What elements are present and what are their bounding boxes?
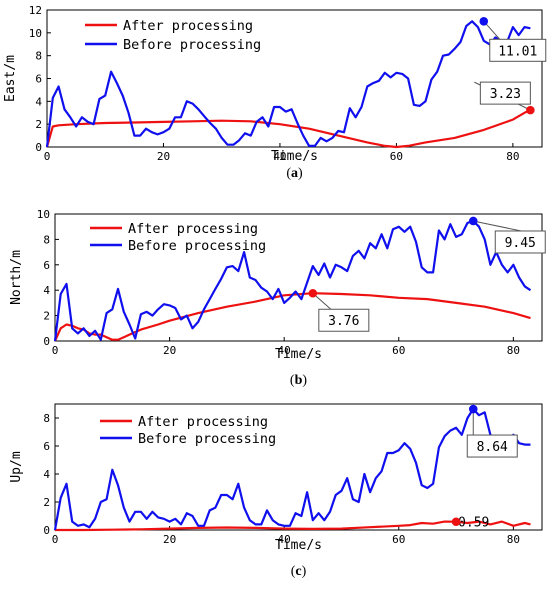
y-tick-label: 12: [29, 4, 42, 17]
annotation-label: 3.23: [490, 87, 521, 102]
series-line-after-processing: [55, 520, 531, 532]
y-axis-label: Up/m: [9, 451, 24, 482]
plot-frame: [54, 403, 543, 531]
annotation-label: 11.01: [498, 44, 537, 59]
annotation-box: [489, 38, 547, 62]
x-axis-label: Time/s: [271, 149, 318, 164]
x-tick-label: 80: [507, 533, 520, 546]
legend-label: After processing: [128, 221, 258, 237]
x-tick-label: 80: [506, 150, 519, 163]
x-tick-label: 40: [273, 150, 286, 163]
y-tick-label: 2: [43, 310, 50, 323]
x-tick-label: 20: [157, 150, 170, 163]
annotation-label: 8.64: [477, 440, 508, 455]
annotation-label: 0.59: [458, 516, 489, 531]
y-tick-label: 4: [43, 468, 50, 481]
annotation-box: [318, 308, 370, 332]
y-tick-label: 6: [43, 440, 50, 453]
x-axis-label: Time/s: [275, 538, 322, 553]
annotation-marker: [526, 105, 535, 115]
x-tick-label: 80: [507, 344, 520, 357]
y-tick-label: 0: [43, 335, 50, 348]
y-axis-label: East/m: [3, 55, 18, 102]
legend-label: After processing: [138, 414, 268, 430]
y-tick-label: 0: [35, 141, 42, 154]
annotation-marker: [308, 288, 318, 298]
y-axis-label: North/m: [9, 250, 24, 305]
panel-caption: (b): [290, 373, 307, 388]
x-tick-label: 40: [278, 344, 291, 357]
y-tick-label: 2: [35, 118, 42, 131]
x-tick-label: 20: [163, 344, 176, 357]
chart-panel-1: 0 20 40 60 80 0 2 4 6 8 10 12 Time/s East/m After proc…: [3, 4, 547, 181]
annotation-marker: [468, 216, 478, 226]
x-tick-label: 60: [392, 533, 405, 546]
x-tick-label: 20: [163, 533, 176, 546]
y-tick-label: 8: [43, 412, 50, 425]
annotation-marker: [468, 404, 478, 414]
series-line-before-processing: [53, 219, 532, 342]
series-line-after-processing: [45, 109, 531, 149]
y-tick-label: 8: [43, 233, 50, 246]
panel-caption: (a): [286, 166, 303, 181]
legend-label: Before processing: [138, 431, 276, 447]
y-tick-label: 10: [29, 27, 42, 40]
y-tick-label: 4: [43, 284, 50, 297]
y-tick-label: 2: [43, 496, 50, 509]
annotation-marker: [451, 517, 461, 527]
x-tick-label: 0: [52, 533, 59, 546]
x-tick-label: 0: [52, 344, 59, 357]
x-axis-label: Time/s: [275, 347, 322, 362]
x-tick-label: 60: [390, 150, 403, 163]
legend-label: Before processing: [128, 238, 266, 254]
chart-panel-3: 0 20 40 60 80 0 2 4 6 8 Time/s Up/m After processing…: [9, 403, 543, 579]
annotation-label: 9.45: [505, 236, 536, 251]
x-tick-label: 60: [392, 344, 405, 357]
annotation-box: [466, 434, 518, 458]
legend-label: After processing: [123, 18, 253, 34]
annotation-leader: [473, 220, 522, 232]
plot-frame: [54, 213, 543, 342]
annotation-marker: [479, 17, 489, 26]
legend-label: Before processing: [123, 37, 261, 53]
x-tick-label: 0: [44, 150, 51, 163]
y-tick-label: 0: [43, 524, 50, 537]
annotation-box: [494, 230, 546, 254]
annotation-label: 3.76: [328, 314, 359, 329]
y-tick-label: 6: [43, 259, 50, 272]
y-tick-label: 4: [35, 95, 42, 108]
y-tick-label: 10: [37, 208, 50, 221]
chart-panel-2: 0 20 40 60 80 0 2 4 6 8 10 Time/s North/m After proce…: [9, 208, 546, 388]
series-line-before-processing: [45, 20, 531, 148]
x-tick-label: 40: [278, 533, 291, 546]
panel-caption: (c): [291, 564, 307, 579]
annotation-box: [479, 81, 531, 105]
y-tick-label: 8: [35, 50, 42, 63]
y-tick-label: 6: [35, 73, 42, 86]
series-line-before-processing: [53, 407, 531, 531]
